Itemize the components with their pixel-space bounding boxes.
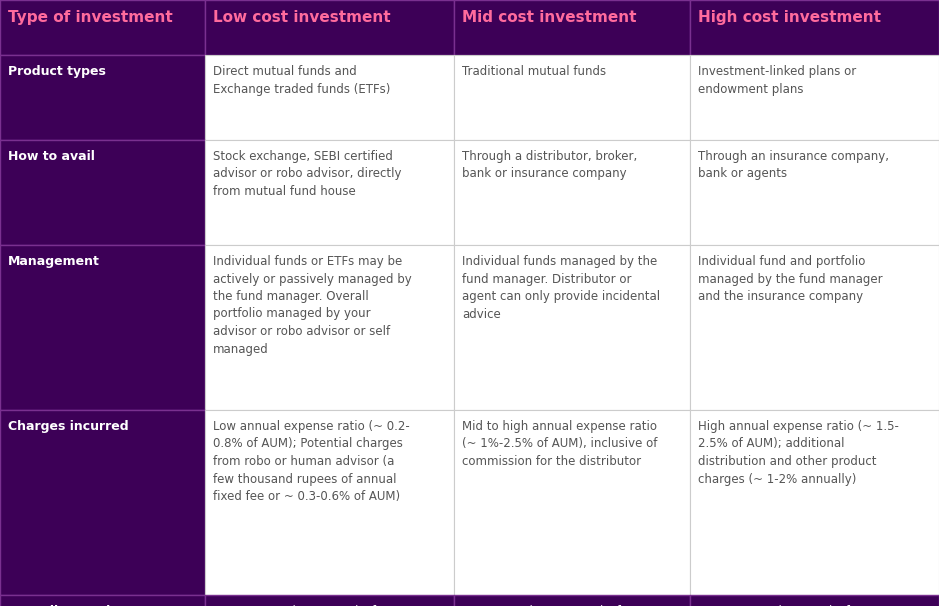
Text: Traditional mutual funds: Traditional mutual funds — [463, 65, 607, 78]
Bar — [454, 55, 690, 140]
Bar — [205, 140, 454, 245]
Text: Type of investment: Type of investment — [8, 10, 173, 25]
Text: High annual expense ratio (~ 1.5-
2.5% of AUM); additional
distribution and othe: High annual expense ratio (~ 1.5- 2.5% o… — [699, 420, 899, 485]
Text: How to avail: How to avail — [8, 150, 95, 163]
Bar — [0, 245, 205, 410]
Text: Product types: Product types — [8, 65, 106, 78]
Text: Low cost investment: Low cost investment — [213, 10, 391, 25]
Text: Mid cost investment: Mid cost investment — [463, 10, 637, 25]
Text: Stock exchange, SEBI certified
advisor or robo advisor, directly
from mutual fun: Stock exchange, SEBI certified advisor o… — [213, 150, 401, 198]
Text: Individual fund and portfolio
managed by the fund manager
and the insurance comp: Individual fund and portfolio managed by… — [699, 255, 883, 303]
Text: (avg 0.8%) of AUM: (avg 0.8%) of AUM — [287, 605, 408, 606]
Text: Individual funds managed by the
fund manager. Distributor or
agent can only prov: Individual funds managed by the fund man… — [463, 255, 661, 321]
Text: Individual funds or ETFs may be
actively or passively managed by
the fund manage: Individual funds or ETFs may be actively… — [213, 255, 411, 356]
Bar — [454, 410, 690, 595]
Text: (avg 3%) of AUM: (avg 3%) of AUM — [773, 605, 882, 606]
Text: (avg 1.75%) of AUM: (avg 1.75%) of AUM — [524, 605, 653, 606]
Text: Direct mutual funds and
Exchange traded funds (ETFs): Direct mutual funds and Exchange traded … — [213, 65, 390, 96]
Bar — [690, 0, 939, 55]
Bar — [690, 245, 939, 410]
Bar — [454, 0, 690, 55]
Bar — [205, 410, 454, 595]
Bar — [0, 410, 205, 595]
Bar — [205, 55, 454, 140]
Text: Overall annual cost: Overall annual cost — [8, 605, 144, 606]
Text: Management: Management — [8, 255, 100, 268]
Bar — [205, 595, 454, 606]
Bar — [454, 140, 690, 245]
Text: Through a distributor, broker,
bank or insurance company: Through a distributor, broker, bank or i… — [463, 150, 638, 181]
Text: Mid to high annual expense ratio
(~ 1%-2.5% of AUM), inclusive of
commission for: Mid to high annual expense ratio (~ 1%-2… — [463, 420, 658, 468]
Bar — [690, 55, 939, 140]
Bar — [0, 140, 205, 245]
Text: 1%-2.5%: 1%-2.5% — [463, 605, 524, 606]
Text: Through an insurance company,
bank or agents: Through an insurance company, bank or ag… — [699, 150, 889, 181]
Bar — [0, 595, 205, 606]
Text: 0.2%-1.4%: 0.2%-1.4% — [213, 605, 287, 606]
Bar — [0, 0, 205, 55]
Bar — [690, 410, 939, 595]
Bar — [0, 55, 205, 140]
Text: 2.5%-3.5%: 2.5%-3.5% — [699, 605, 773, 606]
Text: Charges incurred: Charges incurred — [8, 420, 129, 433]
Bar — [454, 595, 690, 606]
Bar — [690, 595, 939, 606]
Bar — [690, 140, 939, 245]
Bar — [205, 0, 454, 55]
Text: Low annual expense ratio (~ 0.2-
0.8% of AUM); Potential charges
from robo or hu: Low annual expense ratio (~ 0.2- 0.8% of… — [213, 420, 409, 503]
Bar — [205, 245, 454, 410]
Text: High cost investment: High cost investment — [699, 10, 881, 25]
Text: Investment-linked plans or
endowment plans: Investment-linked plans or endowment pla… — [699, 65, 856, 96]
Bar — [454, 245, 690, 410]
